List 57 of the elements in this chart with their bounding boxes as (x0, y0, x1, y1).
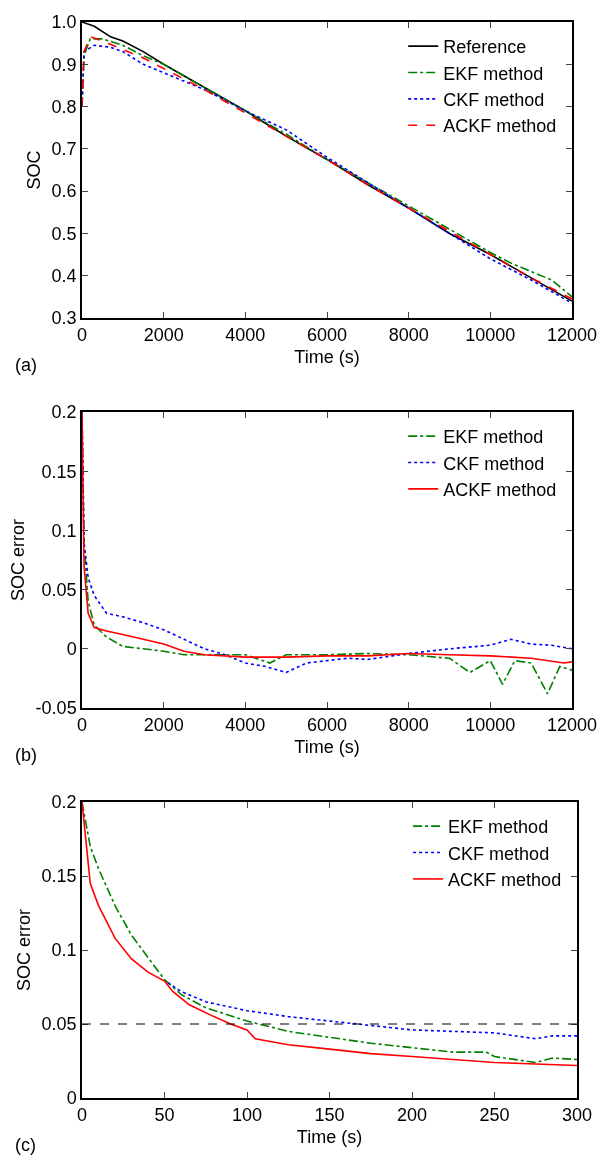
y-tick-label: 0 (66, 639, 77, 660)
legend-label: Reference (443, 37, 527, 58)
x-tick-label: 8000 (388, 325, 429, 346)
x-tick-label: 250 (479, 1105, 510, 1126)
y-axis-title: SOC error (14, 908, 35, 992)
legend-label: EKF method (443, 63, 544, 84)
x-axis-title: Time (s) (294, 736, 360, 757)
y-tick-label: 0.6 (51, 181, 77, 202)
y-tick-label: 0.7 (51, 139, 77, 160)
y-tick-label: 0.3 (51, 308, 77, 329)
y-tick-label: 0.1 (51, 520, 77, 541)
y-tick-label: 1.0 (51, 12, 77, 33)
x-axis-title: Time (s) (296, 1126, 363, 1147)
legend-label: ACKF method (448, 869, 562, 890)
y-tick-label: 0.9 (51, 54, 77, 75)
y-tick-label: 0.05 (41, 579, 77, 600)
legend-label: CKF method (443, 453, 545, 474)
line-series (167, 981, 577, 1040)
y-tick-label: 0.1 (51, 940, 77, 961)
x-tick-label: 150 (314, 1105, 345, 1126)
x-tick-label: 12000 (546, 325, 598, 346)
x-tick-label: 300 (561, 1105, 593, 1126)
x-tick-label: 2000 (143, 715, 184, 736)
y-axis-title: SOC (24, 150, 45, 190)
legend-label: ACKF method (443, 479, 557, 500)
x-tick-label: 6000 (306, 715, 348, 736)
text: (a) (15, 355, 37, 375)
y-tick-label: 0.05 (41, 1014, 77, 1035)
legend-label: EKF method (448, 817, 549, 838)
x-tick-label: 6000 (306, 325, 348, 346)
y-tick-label: 0.2 (51, 792, 77, 813)
legend-label: EKF method (443, 427, 544, 448)
y-tick-label: 0.15 (41, 866, 77, 887)
legend-label: ACKF method (443, 116, 557, 137)
text: (b) (15, 745, 37, 765)
legend-label: CKF method (448, 843, 550, 864)
text: (c) (15, 1135, 36, 1155)
x-tick-label: 4000 (225, 715, 266, 736)
x-tick-label: 8000 (388, 715, 429, 736)
y-tick-label: 0.4 (51, 266, 77, 287)
x-tick-label: 10000 (465, 715, 516, 736)
x-tick-label: 12000 (546, 715, 598, 736)
x-axis-title: Time (s) (294, 346, 360, 367)
x-tick-label: 10000 (465, 325, 516, 346)
x-tick-label: 4000 (225, 325, 266, 346)
y-axis-title: SOC error (8, 518, 29, 602)
x-tick-label: 50 (154, 1105, 175, 1126)
x-tick-label: 200 (396, 1105, 428, 1126)
y-tick-label: 0.2 (51, 402, 77, 423)
x-tick-label: 2000 (143, 325, 184, 346)
y-tick-label: 0.8 (51, 96, 77, 117)
y-tick-label: 0.15 (41, 461, 77, 482)
y-tick-label: 0 (66, 1088, 77, 1109)
x-tick-label: 100 (231, 1105, 263, 1126)
y-tick-label: -0.05 (35, 698, 77, 719)
y-tick-label: 0.5 (51, 223, 77, 244)
legend-label: CKF method (443, 89, 545, 110)
